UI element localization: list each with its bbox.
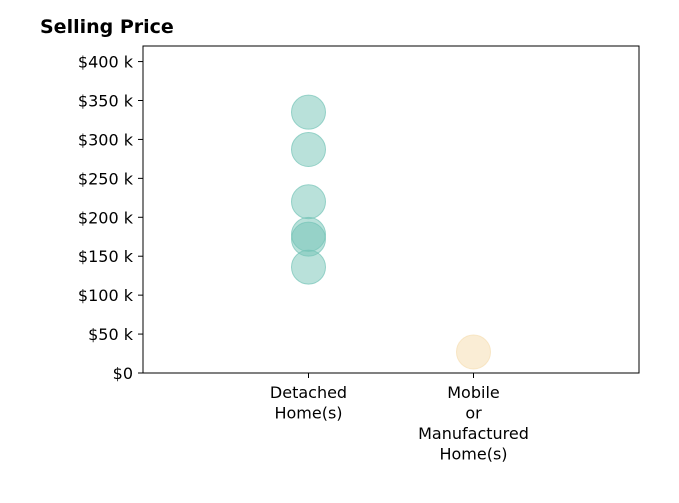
x-tick-label-line: Home(s) xyxy=(274,404,342,423)
data-point xyxy=(456,334,491,370)
x-tick-label-line: or xyxy=(465,404,482,423)
x-tick-label-line: Detached xyxy=(270,383,347,402)
plot-area-frame xyxy=(142,45,640,374)
y-tick-label: $150 k xyxy=(78,247,134,266)
x-axis: Detached Home(s) Mobile or Manufactured Home(… xyxy=(270,373,529,464)
data-point xyxy=(291,184,326,220)
y-tick-label: $100 k xyxy=(78,286,134,305)
x-tick-label: Detached Home(s) xyxy=(270,383,347,423)
x-tick-label: Mobile or Manufactured Home(s) xyxy=(418,383,529,464)
y-tick-label: $300 k xyxy=(78,130,134,149)
x-tick-label-line: Manufactured xyxy=(418,424,529,443)
data-points xyxy=(291,94,491,370)
x-tick-label-line: Mobile xyxy=(447,383,499,402)
y-tick-label: $250 k xyxy=(78,169,134,188)
y-axis: $0 $50 k $100 k $150 k $200 k $250 k $300 k $35… xyxy=(78,53,143,383)
chart-title: Selling Price xyxy=(40,16,174,38)
x-tick-label-line: Home(s) xyxy=(439,445,507,464)
y-tick-label: $400 k xyxy=(78,53,134,72)
y-tick-label: $0 xyxy=(113,364,133,383)
data-point xyxy=(291,249,326,285)
data-point xyxy=(291,132,326,168)
data-point xyxy=(291,94,326,130)
y-tick-label: $350 k xyxy=(78,92,134,111)
y-tick-label: $200 k xyxy=(78,208,134,227)
y-tick-label: $50 k xyxy=(88,325,134,344)
